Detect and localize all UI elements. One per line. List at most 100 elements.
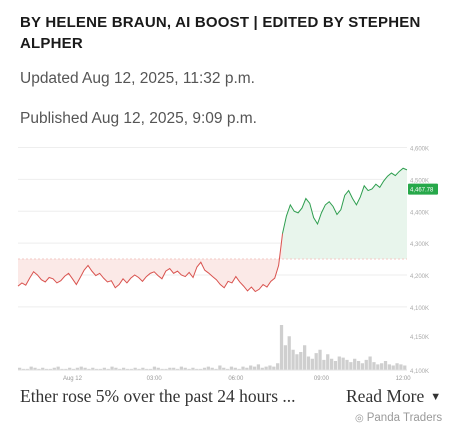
volume-bar <box>403 365 407 370</box>
volume-bar <box>225 368 230 370</box>
volume-tick-label: 4,150K <box>410 335 429 341</box>
down-area-fill <box>18 233 283 292</box>
volume-bar <box>68 367 72 370</box>
up-area-fill <box>282 168 407 260</box>
volume-bar <box>37 368 41 370</box>
volume-bar <box>368 356 372 370</box>
volume-bar <box>191 367 195 370</box>
volume-bar <box>206 366 210 370</box>
volume-bar <box>349 362 353 370</box>
last-price-badge <box>408 183 438 195</box>
volume-bar <box>118 368 122 370</box>
volume-bar <box>56 366 60 370</box>
volume-bar <box>353 358 357 370</box>
volume-bar <box>279 325 284 370</box>
volume-bar <box>21 368 26 370</box>
volume-bar <box>310 358 314 370</box>
volume-bar <box>303 345 307 370</box>
x-tick-label: Aug 12 <box>63 376 83 382</box>
volume-bar <box>152 366 157 370</box>
updated-timestamp: Updated Aug 12, 2025, 11:32 p.m. <box>20 70 255 87</box>
volume-bar <box>175 368 180 370</box>
volume-bar <box>260 367 264 370</box>
volume-bar <box>44 368 49 370</box>
volume-bar <box>237 368 241 370</box>
volume-bar <box>299 352 303 370</box>
volume-bar <box>218 365 222 370</box>
x-tick-label: 06:00 <box>228 376 244 382</box>
volume-bar <box>75 367 80 370</box>
volume-bar <box>187 368 191 370</box>
volume-bar <box>91 367 95 370</box>
volume-bar <box>172 367 176 370</box>
volume-bar <box>98 368 103 370</box>
volume-bar <box>318 349 322 370</box>
article-byline: BY HELENE BRAUN, AI BOOST | EDITED BY ST… <box>20 14 421 52</box>
volume-bar <box>156 367 160 370</box>
y-tick-label: 4,500K <box>410 178 429 184</box>
volume-bar <box>345 359 349 370</box>
volume-bar <box>179 366 184 370</box>
volume-bar <box>337 356 341 370</box>
volume-bar <box>295 354 299 370</box>
volume-bar <box>329 358 334 370</box>
published-timestamp: Published Aug 12, 2025, 9:09 p.m. <box>20 110 257 127</box>
volume-bar <box>387 364 391 370</box>
volume-bar <box>148 368 153 370</box>
volume-bar <box>210 367 214 370</box>
volume-bar <box>87 368 91 370</box>
volume-bar <box>272 366 276 370</box>
volume-bar <box>41 367 45 370</box>
volume-bar <box>264 366 268 370</box>
volume-bar <box>360 363 365 370</box>
volume-bar <box>199 368 203 370</box>
volume-bar <box>341 357 345 370</box>
volume-bar <box>33 367 37 370</box>
volume-bar <box>314 353 318 370</box>
volume-bar <box>356 361 361 370</box>
volume-bar <box>383 361 388 370</box>
volume-bar <box>114 367 118 370</box>
volume-bar <box>129 368 133 370</box>
volume-bar <box>249 365 253 370</box>
volume-bar <box>145 368 149 370</box>
x-tick-label: 09:00 <box>314 376 330 382</box>
y-tick-label: 4,100K <box>410 306 429 312</box>
volume-bar <box>291 349 295 370</box>
article-summary-row: Ether rose 5% over the past 24 hours ...… <box>0 384 465 414</box>
volume-bar <box>372 362 376 370</box>
volume-bar <box>276 363 280 370</box>
price-chart-svg: 4,600K 4,500K 4,400K 4,300K 4,200K 4,100K 4,46… <box>17 147 438 382</box>
volume-bar <box>95 368 99 370</box>
volume-bar <box>60 368 64 370</box>
volume-bar <box>256 364 261 370</box>
volume-bar <box>121 367 126 370</box>
volume-bar <box>202 367 207 370</box>
volume-bar <box>306 356 311 370</box>
volume-bar <box>376 364 380 370</box>
volume-bar <box>133 367 137 370</box>
volume-bar <box>183 367 187 370</box>
volume-bar <box>125 368 130 370</box>
volume-bar <box>48 368 53 370</box>
volume-bar <box>160 368 164 370</box>
watermark: ◎ Panda Traders <box>355 412 442 424</box>
volume-bar <box>164 368 168 370</box>
volume-bar <box>326 354 330 370</box>
last-price-label: 4,467.78 <box>410 188 434 194</box>
volume-bar <box>52 367 56 370</box>
volume-bar <box>245 367 249 370</box>
volume-bar <box>283 345 288 370</box>
panda-icon: ◎ <box>355 413 364 424</box>
volume-bar <box>168 367 172 370</box>
volume-bar <box>268 365 272 370</box>
y-tick-label: 4,400K <box>410 210 429 216</box>
volume-bar <box>79 366 83 370</box>
volume-bar <box>71 368 76 370</box>
read-more-button[interactable]: Read More ▼ <box>346 386 441 407</box>
volume-bar <box>380 363 384 370</box>
volume-bar <box>229 366 234 370</box>
volume-bar <box>391 365 395 370</box>
volume-bar <box>83 367 87 370</box>
volume-bar <box>399 364 403 370</box>
